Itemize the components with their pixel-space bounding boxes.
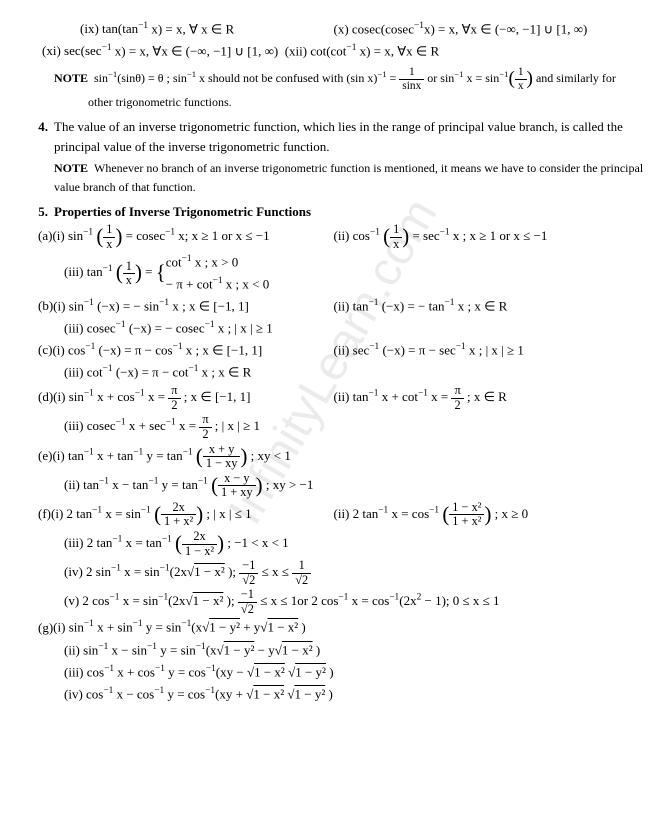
row-g-i: (g)(i) sin−1 x + sin−1 y = sin−1(x√1 − y…: [20, 617, 647, 638]
row-ix-x: (ix) tan(tan−1 x) = x, ∀ x ∈ R (x) cosec…: [20, 19, 647, 40]
row-g-iv: (iv) cos−1 x − cos−1 y = cos−1(xy + √1 −…: [20, 684, 647, 705]
row-c-i-ii: (c)(i) cos−1 (−x) = π − cos−1 x ; x ∈ [−…: [20, 340, 647, 361]
point-5: 5. Properties of Inverse Trigonometric F…: [20, 202, 647, 223]
row-f-v: (v) 2 cos−1 x = sin−1(2x√1 − x² ); −1√2 …: [20, 588, 647, 616]
row-b-iii: (iii) cosec−1 (−x) = − cosec−1 x ; | x |…: [20, 318, 647, 339]
note-1-cont: other trigonometric functions.: [20, 93, 647, 112]
note-1: NOTE sin−1(sinθ) = θ ; sin−1 x should no…: [20, 66, 647, 92]
note-2: NOTE Whenever no branch of an inverse tr…: [20, 159, 647, 197]
row-f-iv: (iv) 2 sin−1 x = sin−1(2x√1 − x² ); −1√2…: [20, 559, 647, 587]
row-f-iii: (iii) 2 tan−1 x = tan−1 (2x1 − x²) ; −1 …: [20, 530, 647, 558]
row-g-ii: (ii) sin−1 x − sin−1 y = sin−1(x√1 − y² …: [20, 640, 647, 661]
row-d-i-ii: (d)(i) sin−1 x + cos−1 x = π2 ; x ∈ [−1,…: [20, 384, 647, 412]
row-b-i-ii: (b)(i) sin−1 (−x) = − sin−1 x ; x ∈ [−1,…: [20, 296, 647, 317]
row-a-iii: (iii) tan−1 (1x) = {cot−1 x ; x > 0− π +…: [20, 252, 647, 294]
row-xi-xii: (xi) sec(sec−1 x) = x, ∀x ∈ (−∞, −1] ∪ […: [20, 41, 647, 62]
row-g-iii: (iii) cos−1 x + cos−1 y = cos−1(xy − √1 …: [20, 662, 647, 683]
row-a-i-ii: (a)(i) sin−1 (1x) = cosec−1 x; x ≥ 1 or …: [20, 223, 647, 251]
row-e-ii: (ii) tan−1 x − tan−1 y = tan−1 (x − y1 +…: [20, 472, 647, 500]
point-4: 4. The value of an inverse trigonometric…: [20, 117, 647, 159]
row-d-iii: (iii) cosec−1 x + sec−1 x = π2 ; | x | ≥…: [20, 413, 647, 441]
row-f-i-ii: (f)(i) 2 tan−1 x = sin−1 (2x1 + x²) ; | …: [20, 501, 647, 529]
row-e-i: (e)(i) tan−1 x + tan−1 y = tan−1 (x + y1…: [20, 443, 647, 471]
row-c-iii: (iii) cot−1 (−x) = π − cot−1 x ; x ∈ R: [20, 362, 647, 383]
